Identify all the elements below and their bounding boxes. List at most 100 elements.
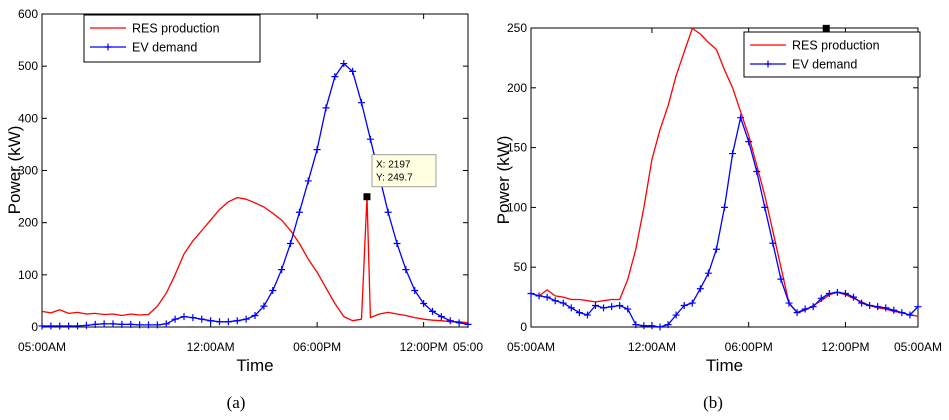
legend-box: [83, 14, 261, 63]
data-point: [753, 168, 761, 176]
data-point: [616, 301, 624, 309]
data-point: [551, 297, 559, 305]
data-point: [535, 292, 543, 300]
y-tick-label: 600: [18, 7, 38, 21]
data-point: [712, 245, 720, 253]
data-point: [464, 320, 472, 328]
data-point: [696, 285, 704, 293]
data-point: [874, 303, 882, 311]
data-point: [91, 320, 99, 328]
data-point: [704, 269, 712, 277]
data-point: [287, 240, 294, 248]
data-point: [640, 322, 648, 330]
data-point: [664, 321, 672, 329]
data-point: [761, 203, 769, 211]
y-tick-label: 0: [520, 320, 527, 334]
data-point: [882, 304, 890, 312]
data-point: [127, 320, 135, 328]
data-point: [455, 319, 463, 327]
data-point: [145, 321, 152, 329]
x-tick-label: 12:00PM: [400, 340, 448, 354]
data-tip-y: Y: 249.7: [376, 173, 413, 184]
data-point: [100, 320, 108, 328]
data-point: [567, 304, 575, 312]
data-point: [850, 293, 857, 301]
legend-label: RES production: [132, 22, 220, 36]
data-point: [260, 302, 268, 310]
x-tick-label: 05:00AM: [507, 340, 555, 354]
series-line-res-production: [41, 196, 469, 324]
data-tip-box: [371, 154, 437, 188]
data-point: [858, 299, 866, 307]
data-point: [769, 239, 777, 247]
x-tick-label: 05:00: [453, 340, 483, 354]
data-point: [527, 290, 535, 298]
y-tick-label: 50: [514, 260, 528, 274]
chart-panel-b: 0 50 100 150 200 250 05:00AM 12:00AM 06:00PM 12:0…: [494, 21, 942, 412]
data-point: [600, 304, 608, 312]
data-point: [745, 138, 753, 146]
data-point: [688, 299, 696, 307]
x-axis-title: Time: [236, 356, 273, 375]
data-point: [817, 294, 825, 302]
y-tick-label: 100: [18, 268, 38, 282]
data-point: [313, 146, 321, 154]
data-point: [446, 317, 454, 325]
data-point: [171, 315, 179, 323]
y-tick-label: 150: [507, 141, 527, 155]
x-tick-label: 05:00AM: [18, 340, 66, 354]
y-tick-label: 500: [18, 59, 38, 73]
y-tick-label: 200: [507, 81, 527, 95]
data-point: [841, 290, 849, 298]
data-point: [109, 320, 117, 328]
legend-box: [743, 31, 921, 78]
data-point: [825, 290, 833, 298]
data-point: [866, 301, 874, 309]
data-point: [251, 312, 259, 320]
data-point: [384, 208, 392, 216]
data-tip-marker: [363, 193, 371, 201]
data-point: [216, 318, 223, 326]
data-point: [162, 320, 170, 328]
data-point: [269, 286, 277, 294]
y-tick-label: 250: [507, 21, 527, 35]
x-tick-label: 05:00AM: [894, 340, 942, 354]
data-point: [437, 313, 445, 321]
x-axis-title: Time: [706, 356, 743, 375]
data-point: [906, 311, 914, 319]
y-tick-label: 0: [31, 320, 38, 334]
data-point: [340, 60, 348, 68]
panel-caption: (a): [227, 393, 246, 412]
data-point: [420, 300, 428, 308]
data-point: [777, 275, 785, 283]
data-point: [224, 318, 232, 326]
data-point: [411, 286, 419, 294]
data-point: [207, 317, 215, 325]
data-point: [136, 321, 144, 329]
x-tick-label: 12:00AM: [628, 340, 676, 354]
data-point: [914, 303, 922, 311]
data-point: [393, 240, 401, 248]
data-point: [233, 317, 241, 325]
y-axis-title: Power (kW): [494, 136, 513, 225]
data-point: [737, 114, 745, 122]
data-point: [608, 303, 616, 311]
data-point: [189, 314, 197, 322]
x-tick-label: 12:00PM: [821, 340, 869, 354]
y-tick-label: 300: [18, 164, 38, 178]
data-point: [349, 67, 357, 75]
data-tip-x: X: 2197: [376, 160, 411, 171]
data-point: [331, 73, 339, 81]
legend-label: RES production: [792, 39, 880, 53]
data-point: [583, 311, 591, 319]
data-point: [624, 305, 632, 313]
data-point: [304, 177, 312, 185]
data-tip-marker: [822, 24, 830, 32]
data-point: [648, 322, 656, 330]
panel-caption: (b): [703, 393, 723, 412]
data-point: [74, 322, 81, 330]
x-tick-label: 06:00PM: [725, 340, 773, 354]
data-point: [153, 321, 161, 329]
y-axis-title: Power (kW): [5, 126, 24, 215]
